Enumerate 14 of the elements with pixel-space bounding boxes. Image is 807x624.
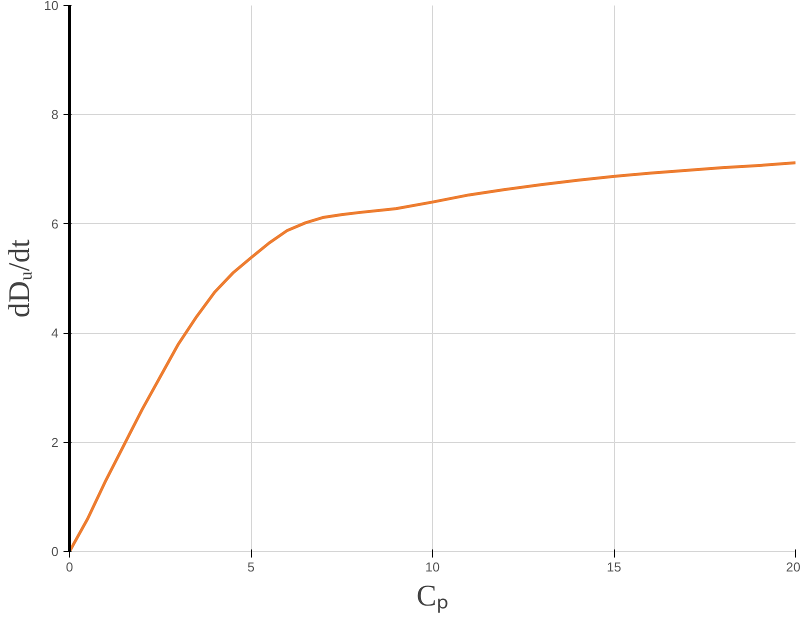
x-axis-title: Cₚ bbox=[416, 580, 449, 614]
y-tick-label: 0 bbox=[51, 544, 59, 559]
y-axis-title: dDᵤ/dt bbox=[3, 238, 36, 318]
y-tick-label: 10 bbox=[44, 0, 59, 13]
y-tick-label: 8 bbox=[51, 107, 59, 122]
x-tick-label: 20 bbox=[786, 560, 801, 574]
line-series bbox=[70, 161, 796, 552]
y-tick-label: 4 bbox=[51, 326, 59, 341]
x-tick-label: 5 bbox=[247, 560, 255, 574]
y-tick-label: 2 bbox=[51, 434, 59, 450]
x-tick-label: 0 bbox=[66, 560, 74, 574]
x-tick-label: 10 bbox=[425, 560, 440, 574]
y-tick-label: 6 bbox=[51, 216, 59, 232]
x-tick-label: 15 bbox=[606, 560, 622, 574]
